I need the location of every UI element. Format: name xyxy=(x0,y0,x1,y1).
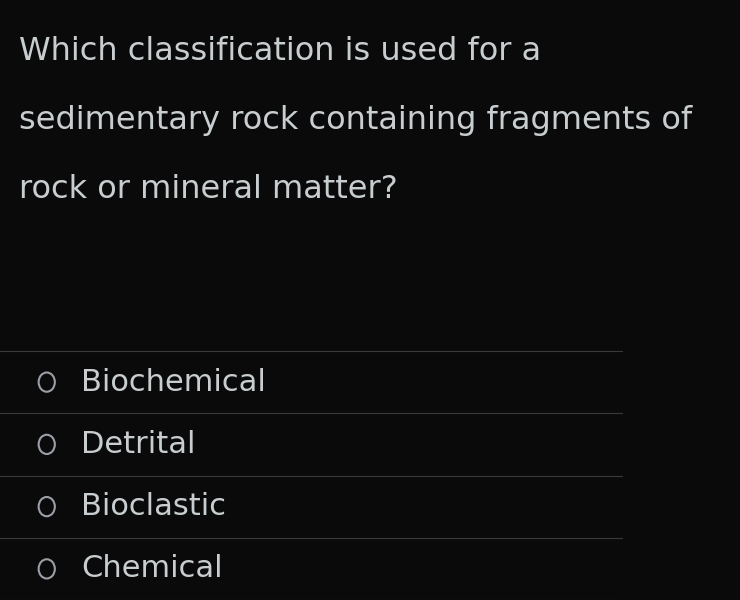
Text: Chemical: Chemical xyxy=(81,554,223,583)
Text: sedimentary rock containing fragments of: sedimentary rock containing fragments of xyxy=(18,105,692,136)
Text: Which classification is used for a: Which classification is used for a xyxy=(18,36,541,67)
Text: Detrital: Detrital xyxy=(81,430,195,459)
Text: Biochemical: Biochemical xyxy=(81,368,266,397)
Text: Bioclastic: Bioclastic xyxy=(81,492,226,521)
Text: rock or mineral matter?: rock or mineral matter? xyxy=(18,174,397,205)
